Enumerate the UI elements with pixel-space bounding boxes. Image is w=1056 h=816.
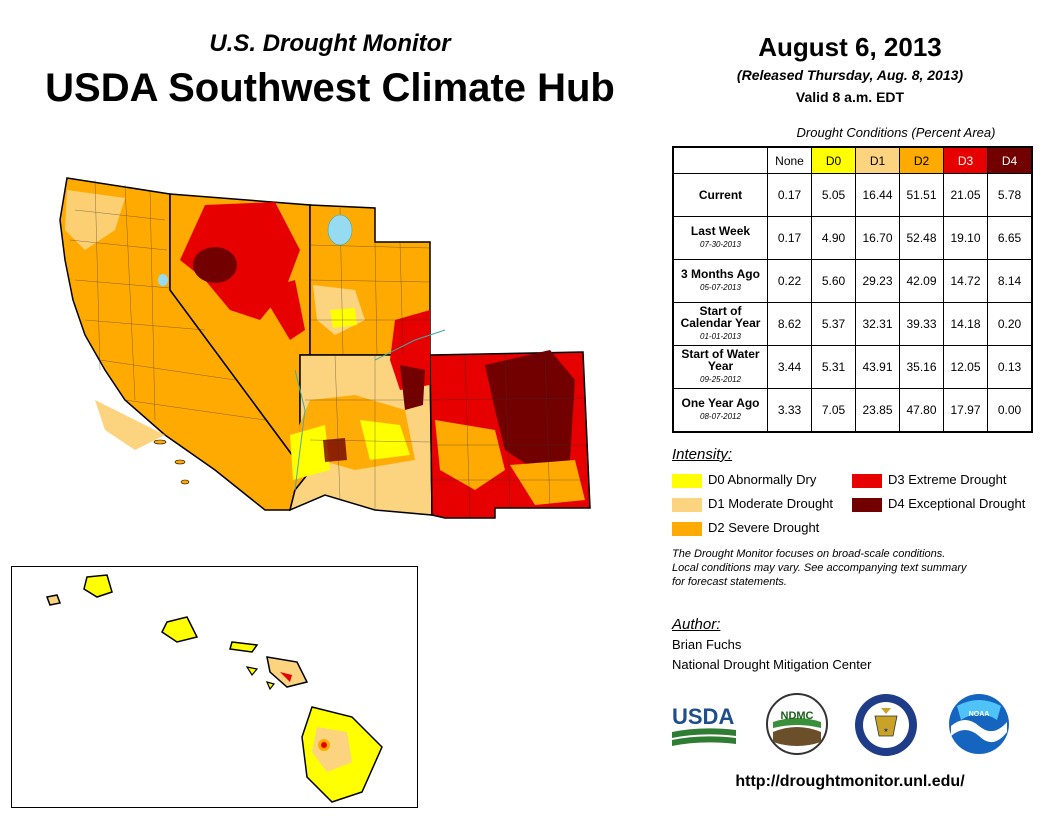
- cell: 0.20: [987, 302, 1033, 346]
- col-header-d2: D2: [899, 146, 944, 174]
- ndmc-logo: NDMC: [766, 693, 828, 755]
- map-date: August 6, 2013: [758, 32, 942, 62]
- cell: 4.90: [811, 216, 856, 260]
- row-label: Current: [672, 173, 768, 217]
- release-date: (Released Thursday, Aug. 8, 2013): [736, 67, 964, 83]
- table-row: Current 0.17 5.05 16.44 51.51 21.05 5.78: [672, 173, 1033, 217]
- cell: 51.51: [899, 173, 944, 217]
- cell: 19.10: [943, 216, 988, 260]
- author-name: Brian Fuchs: [672, 637, 742, 652]
- water-features: [158, 214, 446, 491]
- hawaii-inset-frame: [11, 566, 418, 808]
- svg-text:USDA: USDA: [672, 704, 734, 729]
- cell: 43.91: [855, 345, 900, 389]
- drought-stats-table: None D0 D1 D2 D3 D4 Current 0.17 5.05 16…: [672, 146, 1033, 433]
- row-label: 3 Months Ago 05-07-2013: [672, 259, 768, 303]
- source-url[interactable]: http://droughtmonitor.unl.edu/: [735, 773, 965, 790]
- table-row: Last Week 07-30-2013 0.17 4.90 16.70 52.4…: [672, 216, 1033, 260]
- cell: 0.13: [987, 345, 1033, 389]
- cell: 7.05: [811, 388, 856, 433]
- hawaii-inset-map: [45, 574, 383, 803]
- col-header-d1: D1: [855, 146, 900, 174]
- disclaimer-note: The Drought Monitor focuses on broad-sca…: [672, 548, 967, 588]
- cell: 0.17: [767, 216, 812, 260]
- legend-swatch: [672, 473, 702, 488]
- cell: 47.80: [899, 388, 944, 433]
- table-row: One Year Ago 08-07-2012 3.33 7.05 23.85 4…: [672, 388, 1033, 433]
- header-spacer: [673, 147, 768, 174]
- cell: 8.62: [767, 302, 812, 346]
- cell: 39.33: [899, 302, 944, 346]
- map-subtitle: U.S. Drought Monitor: [209, 30, 451, 57]
- cell: 0.22: [767, 259, 812, 303]
- drought-overlays: [65, 190, 585, 505]
- legend-swatch: [852, 497, 882, 512]
- legend-item-d4: D4 Exceptional Drought: [852, 496, 1025, 512]
- legend-swatch: [672, 497, 702, 512]
- legend-swatch: [852, 473, 882, 488]
- legend-item-d3: D3 Extreme Drought: [852, 472, 1007, 488]
- usda-logo: USDA: [672, 704, 736, 746]
- cell: 5.78: [987, 173, 1033, 217]
- cell: 16.70: [855, 216, 900, 260]
- table-header-row: None D0 D1 D2 D3 D4: [673, 146, 1033, 174]
- cell: 5.31: [811, 345, 856, 389]
- svg-text:NDMC: NDMC: [781, 710, 814, 722]
- cell: 42.09: [899, 259, 944, 303]
- county-boundaries: [69, 179, 590, 519]
- cell: 35.16: [899, 345, 944, 389]
- legend-item-d2: D2 Severe Drought: [672, 520, 819, 536]
- cell: 52.48: [899, 216, 944, 260]
- channel-islands: [153, 439, 190, 485]
- map-title: USDA Southwest Climate Hub: [45, 66, 615, 110]
- commerce-seal-logo: ★: [855, 694, 917, 756]
- col-header-none: None: [767, 146, 812, 174]
- svg-text:★: ★: [883, 727, 888, 734]
- col-header-d4: D4: [987, 146, 1033, 174]
- table-caption: Drought Conditions (Percent Area): [796, 125, 996, 140]
- cell: 0.00: [987, 388, 1033, 433]
- cell: 29.23: [855, 259, 900, 303]
- table-row: Start of Calendar Year 01-01-2013 8.62 5.…: [672, 302, 1033, 346]
- cell: 6.65: [987, 216, 1033, 260]
- row-label: One Year Ago 08-07-2012: [672, 388, 768, 433]
- cell: 21.05: [943, 173, 988, 217]
- row-label: Start of Calendar Year 01-01-2013: [672, 302, 768, 346]
- southwest-drought-map: [59, 177, 591, 519]
- cell: 32.31: [855, 302, 900, 346]
- legend-item-d1: D1 Moderate Drought: [672, 496, 833, 512]
- noaa-logo: NOAA: [949, 694, 1009, 754]
- valid-time: Valid 8 a.m. EDT: [795, 89, 905, 105]
- col-header-d3: D3: [943, 146, 988, 174]
- cell: 5.05: [811, 173, 856, 217]
- cell: 3.44: [767, 345, 812, 389]
- legend-title: Intensity:: [672, 446, 733, 463]
- cell: 8.14: [987, 259, 1033, 303]
- author-organization: National Drought Mitigation Center: [672, 657, 872, 672]
- cell: 14.72: [943, 259, 988, 303]
- cell: 16.44: [855, 173, 900, 217]
- cell: 12.05: [943, 345, 988, 389]
- author-heading: Author:: [672, 616, 721, 633]
- cell: 5.60: [811, 259, 856, 303]
- col-header-d0: D0: [811, 146, 856, 174]
- cell: 14.18: [943, 302, 988, 346]
- cell: 23.85: [855, 388, 900, 433]
- row-label: Start of Water Year 09-25-2012: [672, 345, 768, 389]
- cell: 3.33: [767, 388, 812, 433]
- cell: 0.17: [767, 173, 812, 217]
- cell: 5.37: [811, 302, 856, 346]
- legend-swatch: [672, 521, 702, 536]
- svg-text:NOAA: NOAA: [969, 711, 990, 718]
- legend-item-d0: D0 Abnormally Dry: [672, 472, 816, 488]
- table-row: 3 Months Ago 05-07-2013 0.22 5.60 29.23 4…: [672, 259, 1033, 303]
- table-row: Start of Water Year 09-25-2012 3.44 5.31 …: [672, 345, 1033, 389]
- row-label: Last Week 07-30-2013: [672, 216, 768, 260]
- cell: 17.97: [943, 388, 988, 433]
